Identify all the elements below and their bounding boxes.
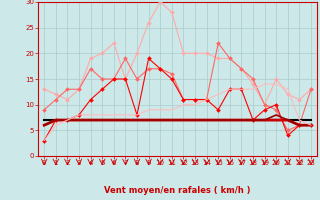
X-axis label: Vent moyen/en rafales ( km/h ): Vent moyen/en rafales ( km/h )	[104, 186, 251, 195]
